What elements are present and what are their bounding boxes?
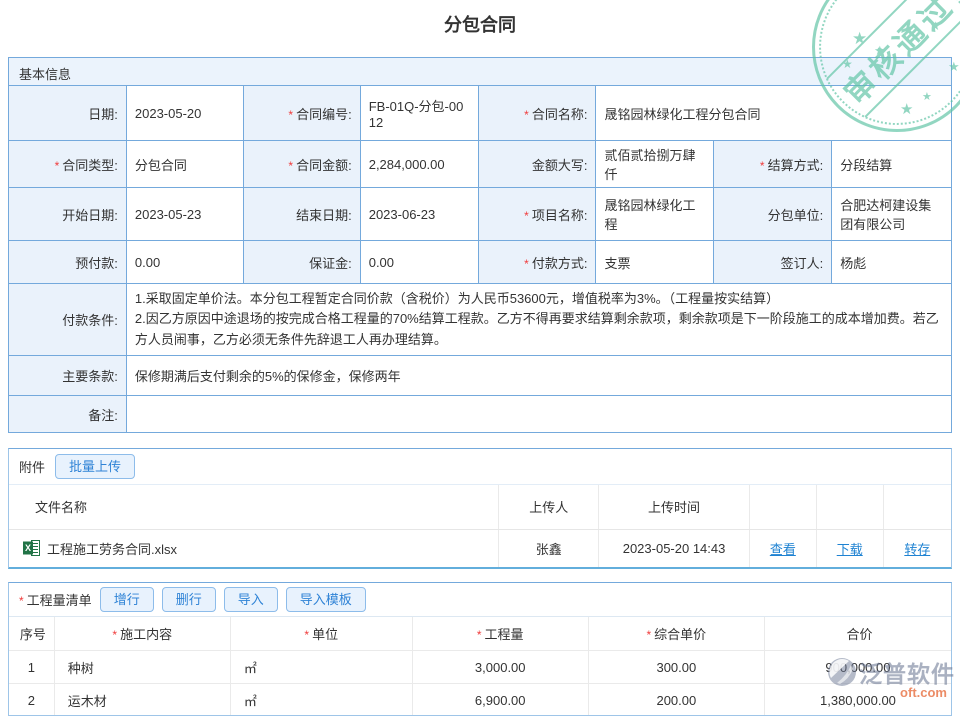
field-settle-method-value: 分段结算	[832, 141, 952, 188]
attachments-col-time: 上传时间	[599, 485, 750, 529]
basic-info-section: 基本信息 日期: 2023-05-20 *合同编号: FB-01Q-分包-001…	[8, 57, 952, 433]
field-payment-method-value: 支票	[596, 241, 714, 284]
boq-row: 1 种树 ㎡ 3,000.00 300.00 900,000.00	[9, 651, 951, 684]
field-amount-words-value: 贰佰贰拾捌万肆仟	[596, 141, 714, 188]
view-link[interactable]: 查看	[770, 542, 796, 557]
field-main-terms-value: 保修期满后支付剩余的5%的保修金，保修两年	[126, 356, 951, 396]
field-contract-amount-label: *合同金额:	[243, 141, 360, 188]
field-project-name-label: *项目名称:	[478, 188, 596, 241]
import-template-button[interactable]: 导入模板	[286, 587, 366, 613]
field-signer-value: 杨彪	[832, 241, 952, 284]
field-deposit-value: 0.00	[360, 241, 478, 284]
field-payment-method-label: *付款方式:	[478, 241, 596, 284]
boq-row-total: 1,380,000.00	[764, 684, 951, 716]
stamp-star-icon: ★	[874, 44, 886, 57]
basic-info-header: 基本信息	[8, 57, 952, 85]
field-subcontractor-value: 合肥达柯建设集团有限公司	[832, 188, 952, 241]
field-remarks-label: 备注:	[9, 396, 127, 433]
field-start-date-value: 2023-05-23	[126, 188, 243, 241]
boq-row-unit[interactable]: ㎡	[230, 684, 412, 716]
import-button[interactable]: 导入	[224, 587, 278, 613]
attachments-col-file: 文件名称	[9, 485, 499, 529]
boq-col-content: *施工内容	[54, 617, 230, 651]
field-contract-type-value: 分包合同	[126, 141, 243, 188]
field-date-label: 日期:	[9, 86, 127, 141]
boq-col-total: 合价	[764, 617, 951, 651]
attachments-section: 附件 批量上传 文件名称 上传人 上传时间	[8, 448, 952, 569]
field-subcontractor-label: 分包单位:	[714, 188, 832, 241]
field-contract-type-label: *合同类型:	[9, 141, 127, 188]
attachments-table: 文件名称 上传人 上传时间	[9, 485, 951, 567]
field-contract-name-value: 晟铭园林绿化工程分包合同	[596, 86, 952, 141]
field-payment-terms-value: 1.采取固定单价法。本分包工程暂定合同价款（含税价）为人民币53600元，增值税…	[126, 284, 951, 356]
boq-col-unit: *单位	[230, 617, 412, 651]
delete-row-button[interactable]: 删行	[162, 587, 216, 613]
field-start-date-label: 开始日期:	[9, 188, 127, 241]
boq-row-no: 1	[9, 651, 54, 684]
field-contract-name-label: *合同名称:	[478, 86, 596, 141]
boq-section: *工程量清单 增行 删行 导入 导入模板 序号 *施工内容 *单位 *工程量 *…	[8, 582, 952, 716]
field-advance-payment-label: 预付款:	[9, 241, 127, 284]
boq-row-quantity[interactable]: 3,000.00	[412, 651, 588, 684]
boq-row-total: 900,000.00	[764, 651, 951, 684]
field-project-name-value: 晟铭园林绿化工程	[596, 188, 714, 241]
attachment-file-name[interactable]: 工程施工劳务合同.xlsx	[47, 539, 177, 558]
excel-file-icon: X	[23, 540, 40, 556]
boq-row-unit[interactable]: ㎡	[230, 651, 412, 684]
boq-col-unit-price: *综合单价	[588, 617, 764, 651]
download-link[interactable]: 下载	[837, 542, 863, 557]
transfer-link[interactable]: 转存	[904, 542, 930, 557]
boq-row-content[interactable]: 运木材	[54, 684, 230, 716]
batch-upload-button[interactable]: 批量上传	[55, 454, 135, 480]
attachment-uploader: 张鑫	[499, 529, 599, 567]
field-settle-method-label: *结算方式:	[714, 141, 832, 188]
basic-info-table: 日期: 2023-05-20 *合同编号: FB-01Q-分包-0012 *合同…	[8, 85, 952, 433]
boq-row-unit-price[interactable]: 200.00	[588, 684, 764, 716]
field-contract-amount-value: 2,284,000.00	[360, 141, 478, 188]
svg-text:X: X	[25, 543, 31, 553]
boq-row-unit-price[interactable]: 300.00	[588, 651, 764, 684]
field-contract-no-label: *合同编号:	[243, 86, 360, 141]
field-end-date-label: 结束日期:	[243, 188, 360, 241]
field-amount-words-label: 金额大写:	[478, 141, 596, 188]
add-row-button[interactable]: 增行	[100, 587, 154, 613]
field-signer-label: 签订人:	[714, 241, 832, 284]
attachment-row: X 工程施工劳务合同.xlsx 张鑫 2023-05-20 14:43 查看 下…	[9, 529, 951, 567]
boq-row-content[interactable]: 种树	[54, 651, 230, 684]
attachments-section-title: 附件	[19, 457, 45, 476]
boq-col-no: 序号	[9, 617, 54, 651]
attachments-col-action	[749, 485, 816, 529]
attachment-file-cell: X 工程施工劳务合同.xlsx	[9, 529, 499, 567]
boq-row-no: 2	[9, 684, 54, 716]
field-contract-no-value: FB-01Q-分包-0012	[360, 86, 478, 141]
boq-row: 2 运木材 ㎡ 6,900.00 200.00 1,380,000.00	[9, 684, 951, 716]
field-end-date-value: 2023-06-23	[360, 188, 478, 241]
field-payment-terms-label: 付款条件:	[9, 284, 127, 356]
boq-table: 序号 *施工内容 *单位 *工程量 *综合单价 合价 1 种树 ㎡ 3,000.…	[9, 616, 951, 716]
field-deposit-label: 保证金:	[243, 241, 360, 284]
attachments-col-action	[883, 485, 951, 529]
payment-terms-line: 1.采取固定单价法。本分包工程暂定合同价款（含税价）为人民币53600元，增值税…	[135, 289, 943, 309]
boq-section-title: *工程量清单	[19, 590, 92, 609]
attachment-upload-time: 2023-05-20 14:43	[599, 529, 750, 567]
page-title: 分包合同	[0, 0, 960, 45]
field-date-value: 2023-05-20	[126, 86, 243, 141]
payment-terms-line: 2.因乙方原因中途退场的按完成合格工程量的70%结算工程款。乙方不得再要求结算剩…	[135, 309, 943, 349]
field-main-terms-label: 主要条款:	[9, 356, 127, 396]
boq-row-quantity[interactable]: 6,900.00	[412, 684, 588, 716]
field-remarks-value	[126, 396, 951, 433]
attachments-col-uploader: 上传人	[499, 485, 599, 529]
boq-col-quantity: *工程量	[412, 617, 588, 651]
field-advance-payment-value: 0.00	[126, 241, 243, 284]
attachments-col-action	[816, 485, 883, 529]
